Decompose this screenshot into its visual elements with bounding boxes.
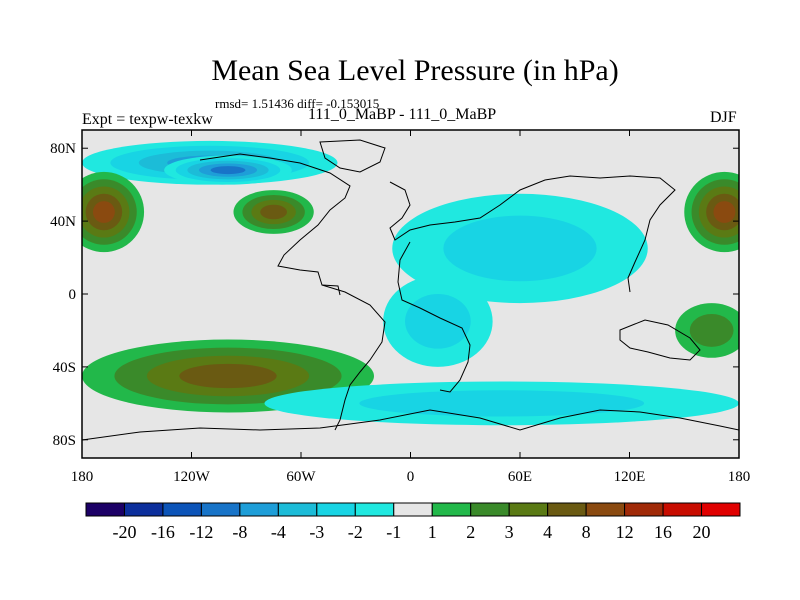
y-tick-label: 0 (69, 287, 77, 303)
colorbar-box (277, 502, 318, 517)
colorbar-box (85, 502, 125, 517)
contour-asia-negative-1 (443, 215, 597, 282)
experiment-label: Expt = texpw-texkw (82, 111, 213, 128)
colorbar-label: 12 (616, 522, 634, 542)
colorbar-label: 4 (543, 522, 552, 542)
colorbar-label: 2 (466, 522, 475, 542)
colorbar-label: -12 (189, 522, 213, 542)
contour-n-pacific-positive-east-4 (92, 201, 115, 223)
y-tick-label: 40N (50, 214, 76, 230)
x-tick-label: 120W (173, 469, 211, 485)
chart-title: Mean Sea Level Pressure (in hPa) (211, 54, 619, 87)
coastline-australia (619, 319, 701, 361)
axes-layer: 180 120W 60W 0 60E 120E 180 80N 40N 0 40S 80S (50, 130, 750, 485)
season-label: DJF (710, 109, 737, 126)
contour-africa-negative-1 (405, 294, 471, 349)
colorbar-label: 3 (505, 522, 514, 542)
colorbar-box (701, 502, 741, 517)
coastline-antarctica (82, 409, 739, 441)
contour-arctic-core-4 (210, 166, 246, 175)
colorbar-box (508, 502, 549, 517)
stats-text: rmsd= 1.51436 diff= -0.153015 (215, 96, 380, 111)
x-tick-label: 0 (407, 469, 415, 485)
colorbar-box (547, 502, 587, 517)
colorbar-label: -8 (232, 522, 247, 542)
colorbar-labels: -20 -16 -12 -8 -4 -3 -2 -1 1 2 3 4 8 12 16 20 (112, 522, 710, 542)
colorbar-box (316, 502, 356, 517)
x-tick-label: 120E (614, 469, 646, 485)
y-tick-label: 80N (50, 141, 76, 157)
coastline-eurasia (389, 175, 676, 293)
colorbar-box (123, 502, 164, 517)
comparison-label: 111_0_MaBP - 111_0_MaBP (308, 106, 497, 123)
colorbar-box (585, 502, 626, 517)
colorbar-label: 1 (428, 522, 437, 542)
colorbar-label: 16 (654, 522, 672, 542)
y-tick-label: 40S (53, 360, 76, 376)
pressure-field-layer (82, 140, 739, 426)
coastline-greenland (319, 139, 386, 173)
colorbar-label: -3 (309, 522, 324, 542)
colorbar-boxes (85, 502, 741, 517)
colorbar-label: -20 (112, 522, 136, 542)
contour-n-pacific-positive-west-4 (713, 201, 736, 223)
colorbar-box (393, 502, 433, 517)
colorbar-label: 20 (693, 522, 711, 542)
colorbar-label: -1 (386, 522, 401, 542)
y-tick-label: 80S (53, 433, 76, 449)
contour-s-pacific-positive-3 (179, 363, 277, 389)
colorbar-label: -4 (271, 522, 286, 542)
colorbar-box (662, 502, 703, 517)
colorbar-box (624, 502, 664, 517)
colorbar-box (431, 502, 472, 517)
colorbar-label: -16 (151, 522, 175, 542)
contour-n-america-positive-3 (260, 204, 288, 220)
coastline-north-america (199, 153, 351, 296)
coastline-africa (397, 241, 471, 393)
x-tick-label: 180 (71, 469, 94, 485)
colorbar-box (162, 502, 202, 517)
colorbar-label: -2 (348, 522, 363, 542)
contour-s-indian-positive-1 (689, 314, 734, 347)
colorbar-box (200, 502, 241, 517)
coastline-south-america (321, 284, 386, 431)
colorbar-box (470, 502, 510, 517)
coastline-layer (82, 139, 739, 441)
colorbar-box (354, 502, 395, 517)
x-tick-label: 180 (728, 469, 751, 485)
colorbar-box (239, 502, 279, 517)
x-tick-label: 60E (508, 469, 532, 485)
x-tick-label: 60W (286, 469, 316, 485)
colorbar-label: 8 (582, 522, 591, 542)
